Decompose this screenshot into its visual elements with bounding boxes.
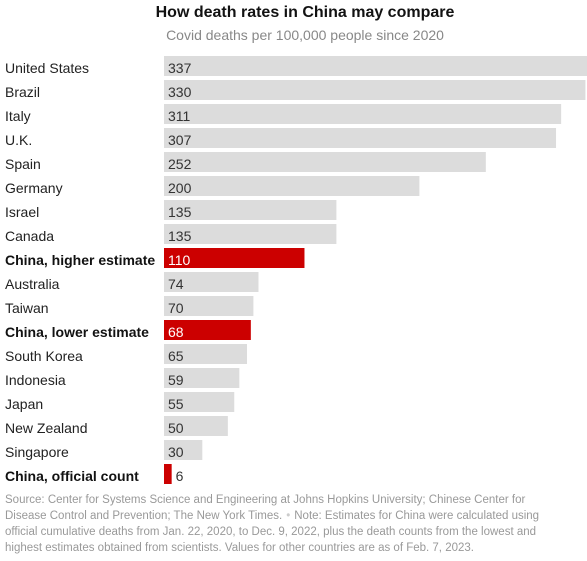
- bar-italy: [164, 104, 562, 124]
- category-label-china-higher-estimate: China, higher estimate: [5, 252, 155, 268]
- category-label-south-korea: South Korea: [5, 348, 83, 364]
- value-label-germany: 200: [168, 180, 192, 196]
- category-label-new-zealand: New Zealand: [5, 420, 88, 436]
- bar-china-higher-estimate: [164, 248, 305, 268]
- value-label-indonesia: 59: [168, 372, 184, 388]
- category-label-united-states: United States: [5, 60, 89, 76]
- bar-singapore: [164, 440, 203, 460]
- category-label-japan: Japan: [5, 396, 43, 412]
- source-line-2b: Note: Estimates for China were calculate…: [294, 510, 540, 522]
- category-label-spain: Spain: [5, 156, 41, 172]
- category-label-singapore: Singapore: [5, 444, 69, 460]
- source-line-3: official cumulative deaths from Jan. 22,…: [5, 526, 537, 538]
- value-label-israel: 135: [168, 204, 192, 220]
- bar-spain: [164, 152, 486, 172]
- value-label-brazil: 330: [168, 84, 192, 100]
- value-label-united-states: 337: [168, 60, 192, 76]
- value-label-canada: 135: [168, 228, 192, 244]
- bar-united-states: [164, 56, 587, 76]
- category-label-australia: Australia: [5, 276, 60, 292]
- bar-canada: [164, 224, 337, 244]
- category-label-u-k: U.K.: [5, 132, 32, 148]
- bar-israel: [164, 200, 337, 220]
- bar-chart: United States 337 Brazil 330 Italy 311 U.K. 307…: [0, 54, 587, 486]
- category-label-china-lower-estimate: China, lower estimate: [5, 324, 149, 340]
- bar-taiwan: [164, 296, 254, 316]
- value-label-taiwan: 70: [168, 300, 184, 316]
- category-label-indonesia: Indonesia: [5, 372, 66, 388]
- bar-indonesia: [164, 368, 240, 388]
- bar-china-official-count: [164, 464, 172, 484]
- value-label-new-zealand: 50: [168, 420, 184, 436]
- chart-title: How death rates in China may compare: [155, 4, 455, 21]
- source-line-2: Disease Control and Prevention; The New …: [5, 508, 587, 524]
- value-label-china-lower-estimate: 68: [168, 324, 184, 340]
- bar-brazil: [164, 80, 586, 100]
- value-label-u-k: 307: [168, 132, 192, 148]
- bar-australia: [164, 272, 259, 292]
- source-separator: •: [286, 510, 291, 522]
- category-label-china-official-count: China, official count: [5, 468, 139, 484]
- value-label-china-higher-estimate: 110: [168, 252, 191, 268]
- category-label-taiwan: Taiwan: [5, 300, 49, 316]
- source-note: Source: Center for Systems Science and E…: [5, 492, 587, 556]
- bar-u-k: [164, 128, 557, 148]
- value-label-singapore: 30: [168, 444, 184, 460]
- bar-germany: [164, 176, 420, 196]
- category-label-brazil: Brazil: [5, 84, 40, 100]
- category-label-germany: Germany: [5, 180, 63, 196]
- value-label-australia: 74: [168, 276, 184, 292]
- value-label-japan: 55: [168, 396, 184, 412]
- value-label-spain: 252: [168, 156, 192, 172]
- source-line-4: highest estimates obtained from scientis…: [5, 542, 474, 554]
- bar-japan: [164, 392, 235, 412]
- category-label-canada: Canada: [5, 228, 54, 244]
- category-label-israel: Israel: [5, 204, 39, 220]
- value-label-south-korea: 65: [168, 348, 184, 364]
- value-label-italy: 311: [168, 108, 191, 124]
- bar-south-korea: [164, 344, 248, 364]
- category-label-italy: Italy: [5, 108, 31, 124]
- bar-new-zealand: [164, 416, 228, 436]
- value-label-china-official-count: 6: [176, 468, 184, 484]
- chart-subtitle: Covid deaths per 100,000 people since 20…: [166, 27, 444, 43]
- source-line-2a: Disease Control and Prevention; The New …: [5, 510, 283, 522]
- source-line-1: Source: Center for Systems Science and E…: [5, 494, 526, 506]
- bar-china-lower-estimate: [164, 320, 251, 340]
